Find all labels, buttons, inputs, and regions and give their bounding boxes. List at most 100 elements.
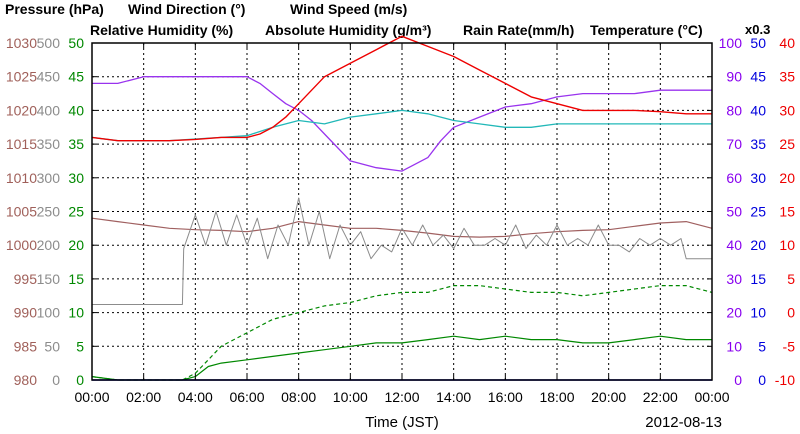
wind-speed-tick-label: 45 <box>68 69 84 85</box>
pressure-tick-label: 1030 <box>6 35 37 51</box>
legend-rain-rate: Rain Rate(mm/h) <box>463 22 575 38</box>
x-tick-label: 18:00 <box>539 389 574 405</box>
rain-rate-tick-label: 25 <box>750 204 766 220</box>
rain-rate-tick-label: 50 <box>750 35 766 51</box>
pressure-tick-label: 1015 <box>6 136 37 152</box>
legend-relative-humidity: Relative Humidity (%) <box>90 22 234 38</box>
relative-humidity-tick-label: 50 <box>726 204 742 220</box>
wind-speed-tick-label: 20 <box>68 237 84 253</box>
rain-rate-tick-label: 5 <box>758 338 766 354</box>
x-tick-label: 14:00 <box>436 389 471 405</box>
legend-pressure: Pressure (hPa) <box>5 1 104 17</box>
relative-humidity-tick-label: 20 <box>726 305 742 321</box>
wind-direction-tick-label: 150 <box>37 271 61 287</box>
temperature-line <box>91 35 712 142</box>
x-tick-label: 00:00 <box>74 389 109 405</box>
pressure-tick-label: 995 <box>14 271 38 287</box>
wind-speed-tick-label: 15 <box>68 271 84 287</box>
rain-rate-tick-label: 40 <box>750 102 766 118</box>
wind-speed-tick-label: 10 <box>68 305 84 321</box>
relative-humidity-tick-label: 70 <box>726 136 742 152</box>
x-tick-label: 12:00 <box>384 389 419 405</box>
pressure-tick-label: 1010 <box>6 170 37 186</box>
temperature-tick-label: 10 <box>779 237 795 253</box>
pressure-tick-label: 985 <box>14 338 38 354</box>
x-tick-label: 00:00 <box>694 389 729 405</box>
wind-speed-tick-label: 25 <box>68 204 84 220</box>
legend-wind-speed: Wind Speed (m/s) <box>290 1 408 17</box>
temperature-tick-label: -5 <box>783 338 796 354</box>
wind-speed-tick-label: 50 <box>68 35 84 51</box>
pressure-tick-label: 1005 <box>6 204 37 220</box>
relative-humidity-tick-label: 90 <box>726 69 742 85</box>
rain-rate-tick-label: 45 <box>750 69 766 85</box>
relative-humidity-tick-label: 40 <box>726 237 742 253</box>
wind-direction-tick-label: 350 <box>37 136 61 152</box>
wind-direction-tick-label: 250 <box>37 204 61 220</box>
temperature-tick-label: 35 <box>779 69 795 85</box>
temperature-tick-label: 25 <box>779 136 795 152</box>
pressure-tick-label: 1000 <box>6 237 37 253</box>
pressure-tick-label: 1020 <box>6 102 37 118</box>
wind-direction-tick-label: 100 <box>37 305 61 321</box>
x-tick-label: 10:00 <box>333 389 368 405</box>
wind-direction-tick-label: 400 <box>37 102 61 118</box>
rain-rate-tick-label: 35 <box>750 136 766 152</box>
x-tick-label: 04:00 <box>178 389 213 405</box>
chart-frame <box>91 42 713 381</box>
wind-direction-tick-label: 200 <box>37 237 61 253</box>
relative-humidity-tick-label: 100 <box>719 35 743 51</box>
x-tick-label: 22:00 <box>643 389 678 405</box>
x-tick-label: 16:00 <box>488 389 523 405</box>
temperature-tick-label: 5 <box>787 271 795 287</box>
wind-speed-tick-label: 5 <box>76 338 84 354</box>
temperature-tick-label: 40 <box>779 35 795 51</box>
wind-direction-line <box>92 197 712 305</box>
wind-direction-tick-label: 500 <box>37 35 61 51</box>
pressure-tick-label: 990 <box>14 305 38 321</box>
legend-absolute-humidity: Absolute Humidity (g/m³) <box>265 22 432 38</box>
wind-speed-tick-label: 30 <box>68 170 84 186</box>
x-tick-label: 08:00 <box>281 389 316 405</box>
temperature-tick-label: -10 <box>775 372 795 388</box>
wind-speed-gust-line <box>91 285 713 381</box>
temperature-tick-label: 0 <box>787 305 795 321</box>
relative-humidity-tick-label: 30 <box>726 271 742 287</box>
wind-speed-tick-label: 40 <box>68 102 84 118</box>
legend-multiplier: x0.3 <box>745 22 771 37</box>
legend-wind-direction: Wind Direction (°) <box>128 1 246 17</box>
x-tick-label: 02:00 <box>126 389 161 405</box>
rain-rate-tick-label: 30 <box>750 170 766 186</box>
pressure-tick-label: 1025 <box>6 69 37 85</box>
pressure-line <box>91 217 713 238</box>
temperature-tick-label: 15 <box>779 204 795 220</box>
rain-rate-tick-label: 10 <box>750 305 766 321</box>
x-axis-label: Time (JST) <box>365 414 439 431</box>
relative-humidity-tick-label: 60 <box>726 170 742 186</box>
pressure-tick-label: 980 <box>14 372 38 388</box>
relative-humidity-line <box>92 76 712 172</box>
wind-speed-tick-label: 35 <box>68 136 84 152</box>
x-tick-labels: 00:00 02:00 04:00 06:00 08:00 10:00 12:00 14:00… <box>74 389 729 405</box>
wind-direction-tick-label: 50 <box>44 338 60 354</box>
rain-rate-tick-label: 20 <box>750 237 766 253</box>
date-label: 2012-08-13 <box>645 414 722 431</box>
x-tick-label: 20:00 <box>591 389 626 405</box>
temperature-tick-label: 20 <box>779 170 795 186</box>
rain-rate-tick-label: 15 <box>750 271 766 287</box>
temperature-tick-label: 30 <box>779 102 795 118</box>
relative-humidity-tick-label: 10 <box>726 338 742 354</box>
rain-rate-tick-label: 0 <box>758 372 766 388</box>
x-tick-label: 06:00 <box>229 389 264 405</box>
y-tick-labels: 9809859909951000100510101015102010251030… <box>6 35 795 388</box>
legend-temperature: Temperature (°C) <box>590 22 703 38</box>
wind-direction-tick-label: 0 <box>52 372 60 388</box>
relative-humidity-tick-label: 0 <box>734 372 742 388</box>
wind-speed-mean-line <box>91 335 712 381</box>
chart-legend: Pressure (hPa) Wind Direction (°) Wind S… <box>0 0 800 44</box>
wind-direction-tick-label: 300 <box>37 170 61 186</box>
relative-humidity-tick-label: 80 <box>726 102 742 118</box>
wind-direction-tick-label: 450 <box>37 69 61 85</box>
wind-speed-tick-label: 0 <box>76 372 84 388</box>
